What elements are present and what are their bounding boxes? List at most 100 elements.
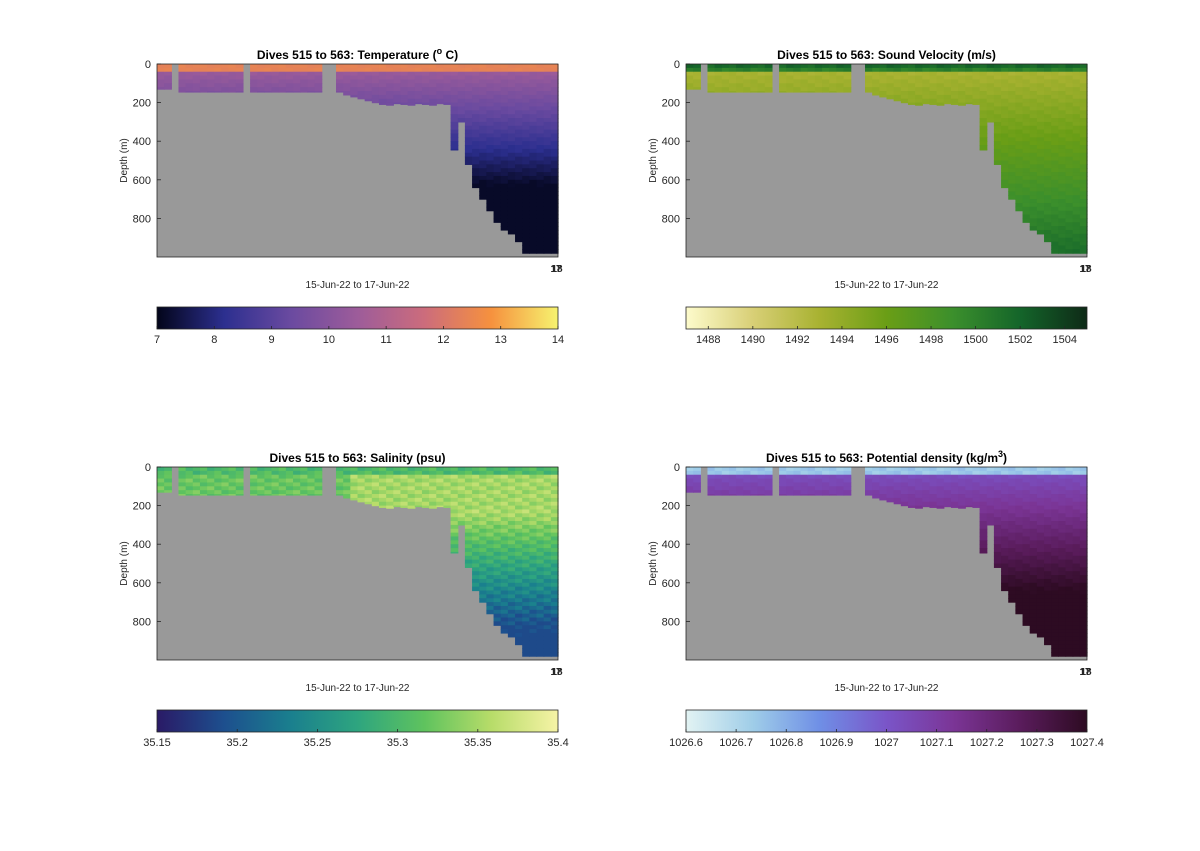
heatmap-cell — [1036, 210, 1045, 216]
heatmap-cell — [757, 87, 766, 92]
heatmap-cell — [529, 172, 538, 177]
heatmap-cell — [307, 470, 316, 476]
heatmap-cell — [1022, 509, 1031, 514]
heatmap-cell — [515, 559, 523, 565]
heatmap-cell — [235, 467, 244, 472]
x-tick-label: 17 — [1079, 264, 1091, 275]
heatmap-cell — [522, 141, 530, 146]
heatmap-cell — [879, 482, 888, 487]
heatmap-cell — [1065, 467, 1074, 472]
heatmap-cell — [1079, 590, 1088, 595]
heatmap-cell — [958, 91, 966, 96]
heatmap-cell — [993, 524, 1002, 530]
heatmap-cell — [443, 94, 452, 100]
heatmap-cell — [522, 524, 530, 530]
y-axis-label: Depth (m) — [648, 138, 659, 182]
heatmap-cell — [1015, 524, 1024, 530]
heatmap-cell — [972, 494, 981, 499]
colorbar-tick-label: 1027.2 — [970, 737, 1004, 749]
heatmap-cell — [1051, 544, 1059, 549]
heatmap-cell — [900, 94, 909, 100]
heatmap-cell — [986, 67, 995, 73]
heatmap-cell — [400, 490, 409, 495]
heatmap-cell — [829, 64, 837, 69]
heatmap-cell — [536, 598, 545, 603]
heatmap-cell — [550, 598, 559, 603]
heatmap-cell — [378, 87, 387, 92]
heatmap-cell — [1079, 575, 1088, 580]
heatmap-cell — [536, 145, 545, 150]
heatmap-cell — [550, 590, 559, 595]
heatmap-cell — [464, 490, 473, 495]
heatmap-cell — [393, 497, 402, 503]
heatmap-cell — [515, 118, 523, 123]
heatmap-cell — [750, 79, 759, 84]
heatmap-cell — [1001, 137, 1009, 142]
heatmap-cell — [1029, 102, 1038, 108]
heatmap-cell — [493, 91, 502, 96]
heatmap-cell — [943, 490, 952, 495]
heatmap-cell — [529, 625, 538, 630]
heatmap-cell — [1072, 160, 1081, 165]
heatmap-cell — [464, 94, 473, 100]
heatmap-cell — [814, 467, 823, 472]
heatmap-cell — [1008, 114, 1016, 119]
heatmap-cell — [221, 470, 230, 476]
heatmap-cell — [1015, 551, 1024, 557]
heatmap-cell — [500, 617, 509, 622]
heatmap-cell — [1079, 586, 1088, 592]
heatmap-cell — [1058, 563, 1067, 568]
heatmap-cell — [1036, 629, 1045, 634]
heatmap-cell — [1001, 164, 1009, 169]
heatmap-cell — [793, 64, 802, 69]
heatmap-cell — [1058, 548, 1067, 553]
heatmap-cell — [1001, 71, 1009, 77]
heatmap-cell — [400, 478, 409, 484]
heatmap-cell — [1079, 490, 1088, 495]
heatmap-cell — [764, 87, 773, 92]
heatmap-cell — [1051, 586, 1059, 592]
heatmap-cell — [450, 110, 459, 115]
heatmap-cell — [486, 532, 495, 538]
heatmap-cell — [536, 195, 545, 200]
heatmap-cell — [350, 87, 359, 92]
heatmap-cell — [285, 75, 294, 81]
heatmap-cell — [543, 202, 552, 208]
heatmap-cell — [457, 501, 466, 507]
heatmap-cell — [1065, 199, 1074, 204]
heatmap-cell — [1029, 544, 1038, 549]
heatmap-cell — [386, 486, 394, 491]
heatmap-cell — [199, 75, 208, 81]
heatmap-cell — [550, 617, 559, 622]
heatmap-cell — [543, 482, 552, 487]
heatmap-cell — [993, 478, 1002, 484]
heatmap-cell — [1051, 195, 1059, 200]
heatmap-cell — [1051, 67, 1059, 73]
heatmap-cell — [500, 524, 509, 530]
heatmap-cell — [450, 91, 459, 96]
heatmap-cell — [486, 571, 495, 576]
heatmap-cell — [1072, 528, 1081, 534]
heatmap-cell — [929, 91, 938, 96]
heatmap-cell — [457, 91, 466, 96]
heatmap-cell — [1051, 582, 1059, 588]
heatmap-cell — [1008, 164, 1016, 169]
heatmap-cell — [515, 636, 523, 642]
heatmap-cell — [536, 137, 545, 142]
heatmap-cell — [192, 91, 201, 93]
heatmap-cell — [1051, 75, 1059, 81]
heatmap-cell — [907, 494, 916, 499]
heatmap-cell — [536, 528, 545, 534]
heatmap-cell — [507, 586, 516, 592]
heatmap-cell — [515, 137, 523, 142]
heatmap-cell — [429, 497, 437, 503]
heatmap-cell — [1044, 513, 1052, 518]
heatmap-cell — [1008, 551, 1016, 557]
heatmap-cell — [550, 110, 559, 115]
heatmap-cell — [386, 505, 394, 509]
heatmap-cell — [486, 540, 495, 545]
heatmap-cell — [250, 486, 258, 491]
heatmap-cell — [1065, 636, 1074, 642]
heatmap-cell — [1044, 222, 1052, 227]
heatmap-cell — [915, 486, 923, 491]
